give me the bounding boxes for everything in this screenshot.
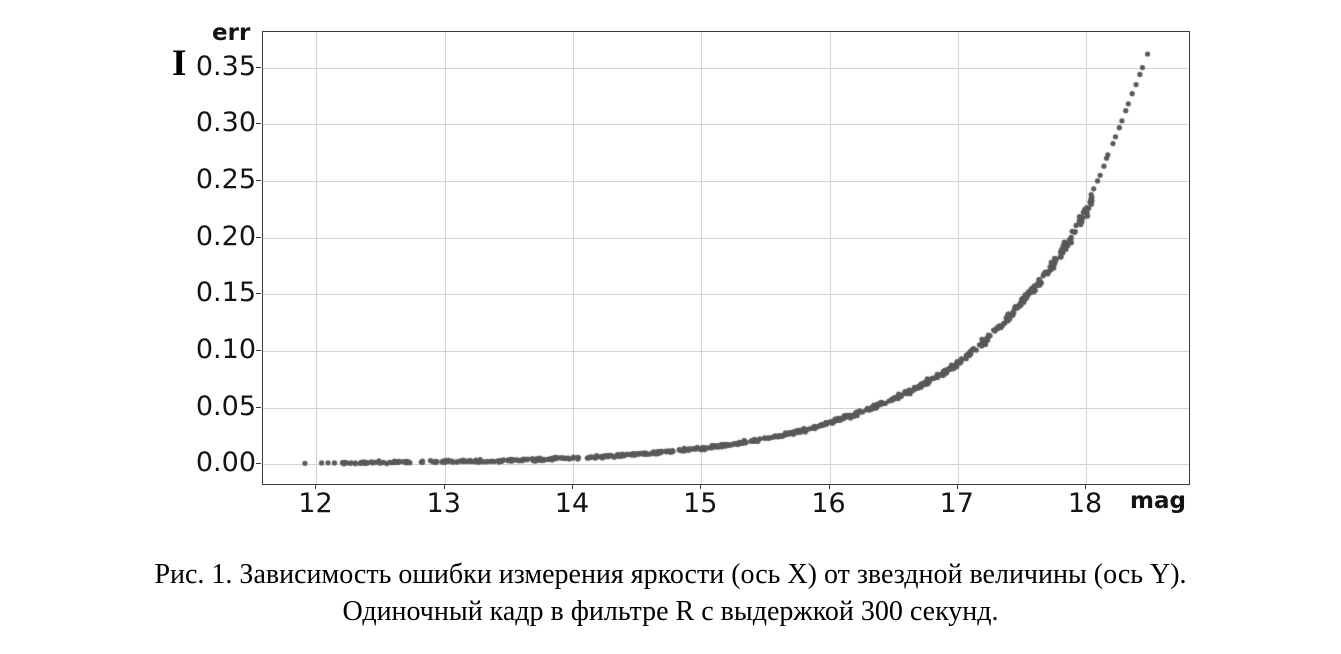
y-tick-mark xyxy=(256,179,261,181)
x-tick-mark xyxy=(443,484,445,489)
x-tick-label: 12 xyxy=(298,488,333,519)
y-tick-label: 0.20 xyxy=(195,220,256,252)
x-tick-mark xyxy=(315,484,317,489)
plot-area xyxy=(262,31,1190,485)
y-tick-label: 0.30 xyxy=(195,107,256,139)
x-tick-mark xyxy=(828,484,830,489)
x-tick-label: 18 xyxy=(1067,488,1103,519)
y-tick-mark xyxy=(256,349,261,351)
x-tick-label: 16 xyxy=(811,488,846,519)
caption-line-1: Рис. 1. Зависимость ошибки измерения ярк… xyxy=(154,559,1187,590)
y-tick-mark xyxy=(256,236,261,238)
caption-line-2: Одиночный кадр в фильтре R с выдержкой 3… xyxy=(342,596,999,627)
x-tick-label: 14 xyxy=(554,488,590,519)
text-cursor-artifact: I xyxy=(172,43,187,84)
x-tick-label: 17 xyxy=(939,488,974,519)
y-tick-mark xyxy=(256,123,261,125)
y-tick-label: 0.05 xyxy=(195,390,256,422)
x-tick-mark xyxy=(956,484,958,489)
y-tick-mark xyxy=(256,406,261,408)
scatter-points xyxy=(263,32,1189,484)
x-tick-label: 13 xyxy=(426,488,461,519)
y-tick-mark xyxy=(256,293,261,295)
x-tick-mark xyxy=(571,484,573,489)
y-tick-mark xyxy=(256,66,261,68)
x-axis-title: mag xyxy=(1130,488,1186,514)
y-tick-label: 0.00 xyxy=(195,447,256,479)
y-tick-mark xyxy=(256,463,261,465)
x-tick-label: 15 xyxy=(683,488,718,519)
y-tick-label: 0.25 xyxy=(195,163,256,195)
x-tick-mark xyxy=(1085,484,1086,489)
x-tick-mark xyxy=(700,484,702,489)
y-axis-title: err xyxy=(212,20,251,46)
y-tick-label: 0.35 xyxy=(195,50,256,82)
figure-caption: Рис. 1. Зависимость ошибки измерения ярк… xyxy=(0,556,1341,630)
y-tick-label: 0.15 xyxy=(195,277,256,309)
y-tick-label: 0.10 xyxy=(195,333,256,365)
